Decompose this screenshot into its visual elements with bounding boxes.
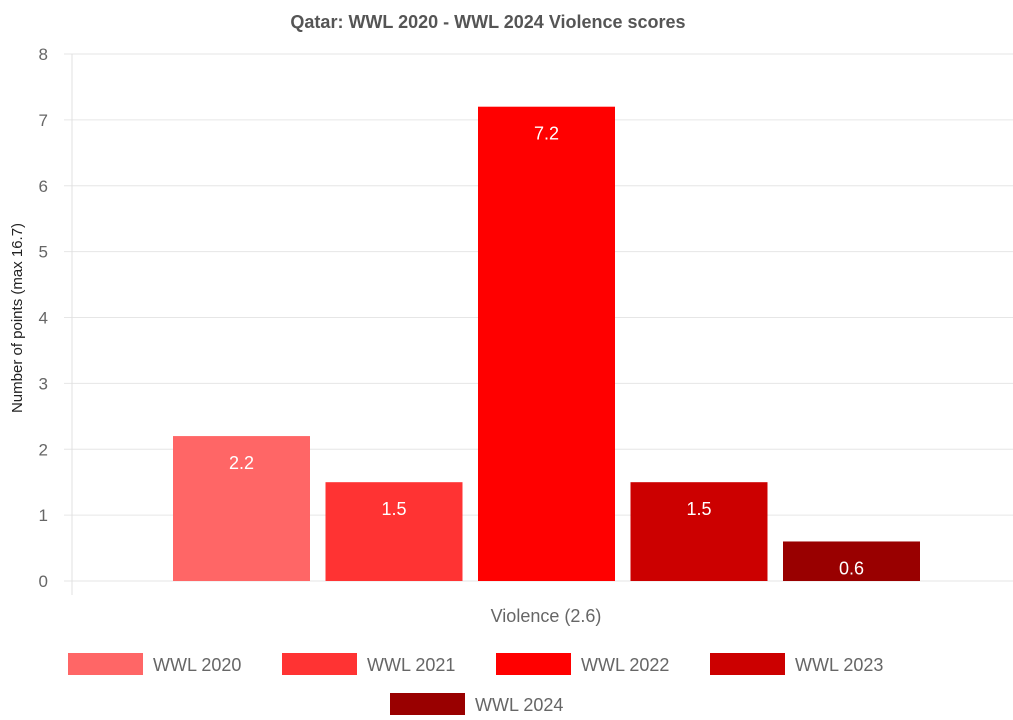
bar-wwl-2020[interactable] — [173, 436, 310, 581]
bar-wwl-2022[interactable] — [478, 106, 615, 581]
bar-wwl-2023[interactable] — [630, 482, 768, 581]
legend-item-wwl-2024[interactable]: WWL 2024 — [390, 693, 563, 715]
bar-value-label: 2.2 — [229, 453, 254, 473]
legend-swatch — [390, 693, 465, 715]
legend-item-wwl-2022[interactable]: WWL 2022 — [496, 653, 669, 675]
y-tick-label: 8 — [39, 45, 48, 64]
y-tick-label: 1 — [39, 506, 48, 525]
y-tick-label: 0 — [39, 572, 48, 591]
bars-layer — [173, 106, 920, 581]
chart-title: Qatar: WWL 2020 - WWL 2024 Violence scor… — [290, 12, 685, 32]
legend-label: WWL 2021 — [367, 655, 455, 675]
axis-layer: 0 1 2 3 4 5 6 7 8 Violence (2.6) — [39, 45, 602, 626]
legend-label: WWL 2020 — [153, 655, 241, 675]
bar-wwl-2024[interactable] — [783, 541, 920, 581]
y-tick-label: 6 — [39, 177, 48, 196]
legend-swatch — [282, 653, 357, 675]
y-tick-label: 2 — [39, 440, 48, 459]
y-tick-label: 4 — [39, 309, 48, 328]
legend-swatch — [496, 653, 571, 675]
y-axis-label: Number of points (max 16.7) — [9, 223, 26, 413]
x-category-label: Violence (2.6) — [491, 606, 602, 626]
legend-label: WWL 2024 — [475, 695, 563, 715]
bar-value-label: 1.5 — [381, 499, 406, 519]
legend-item-wwl-2021[interactable]: WWL 2021 — [282, 653, 455, 675]
y-tick-label: 7 — [39, 111, 48, 130]
bar-value-label: 0.6 — [839, 558, 864, 578]
legend-swatch — [710, 653, 785, 675]
data-labels-layer: 2.2 1.5 7.2 1.5 0.6 — [229, 124, 864, 579]
bar-value-label: 1.5 — [686, 499, 711, 519]
legend-swatch — [68, 653, 143, 675]
y-tick-label: 5 — [39, 243, 48, 262]
y-tick-label: 3 — [39, 374, 48, 393]
legend-item-wwl-2020[interactable]: WWL 2020 — [68, 653, 241, 675]
legend-item-wwl-2023[interactable]: WWL 2023 — [710, 653, 883, 675]
bar-value-label: 7.2 — [534, 124, 559, 144]
legend: WWL 2020 WWL 2021 WWL 2022 WWL 2023 WWL 2024 — [68, 653, 883, 715]
legend-label: WWL 2023 — [795, 655, 883, 675]
legend-label: WWL 2022 — [581, 655, 669, 675]
bar-wwl-2021[interactable] — [325, 482, 463, 581]
